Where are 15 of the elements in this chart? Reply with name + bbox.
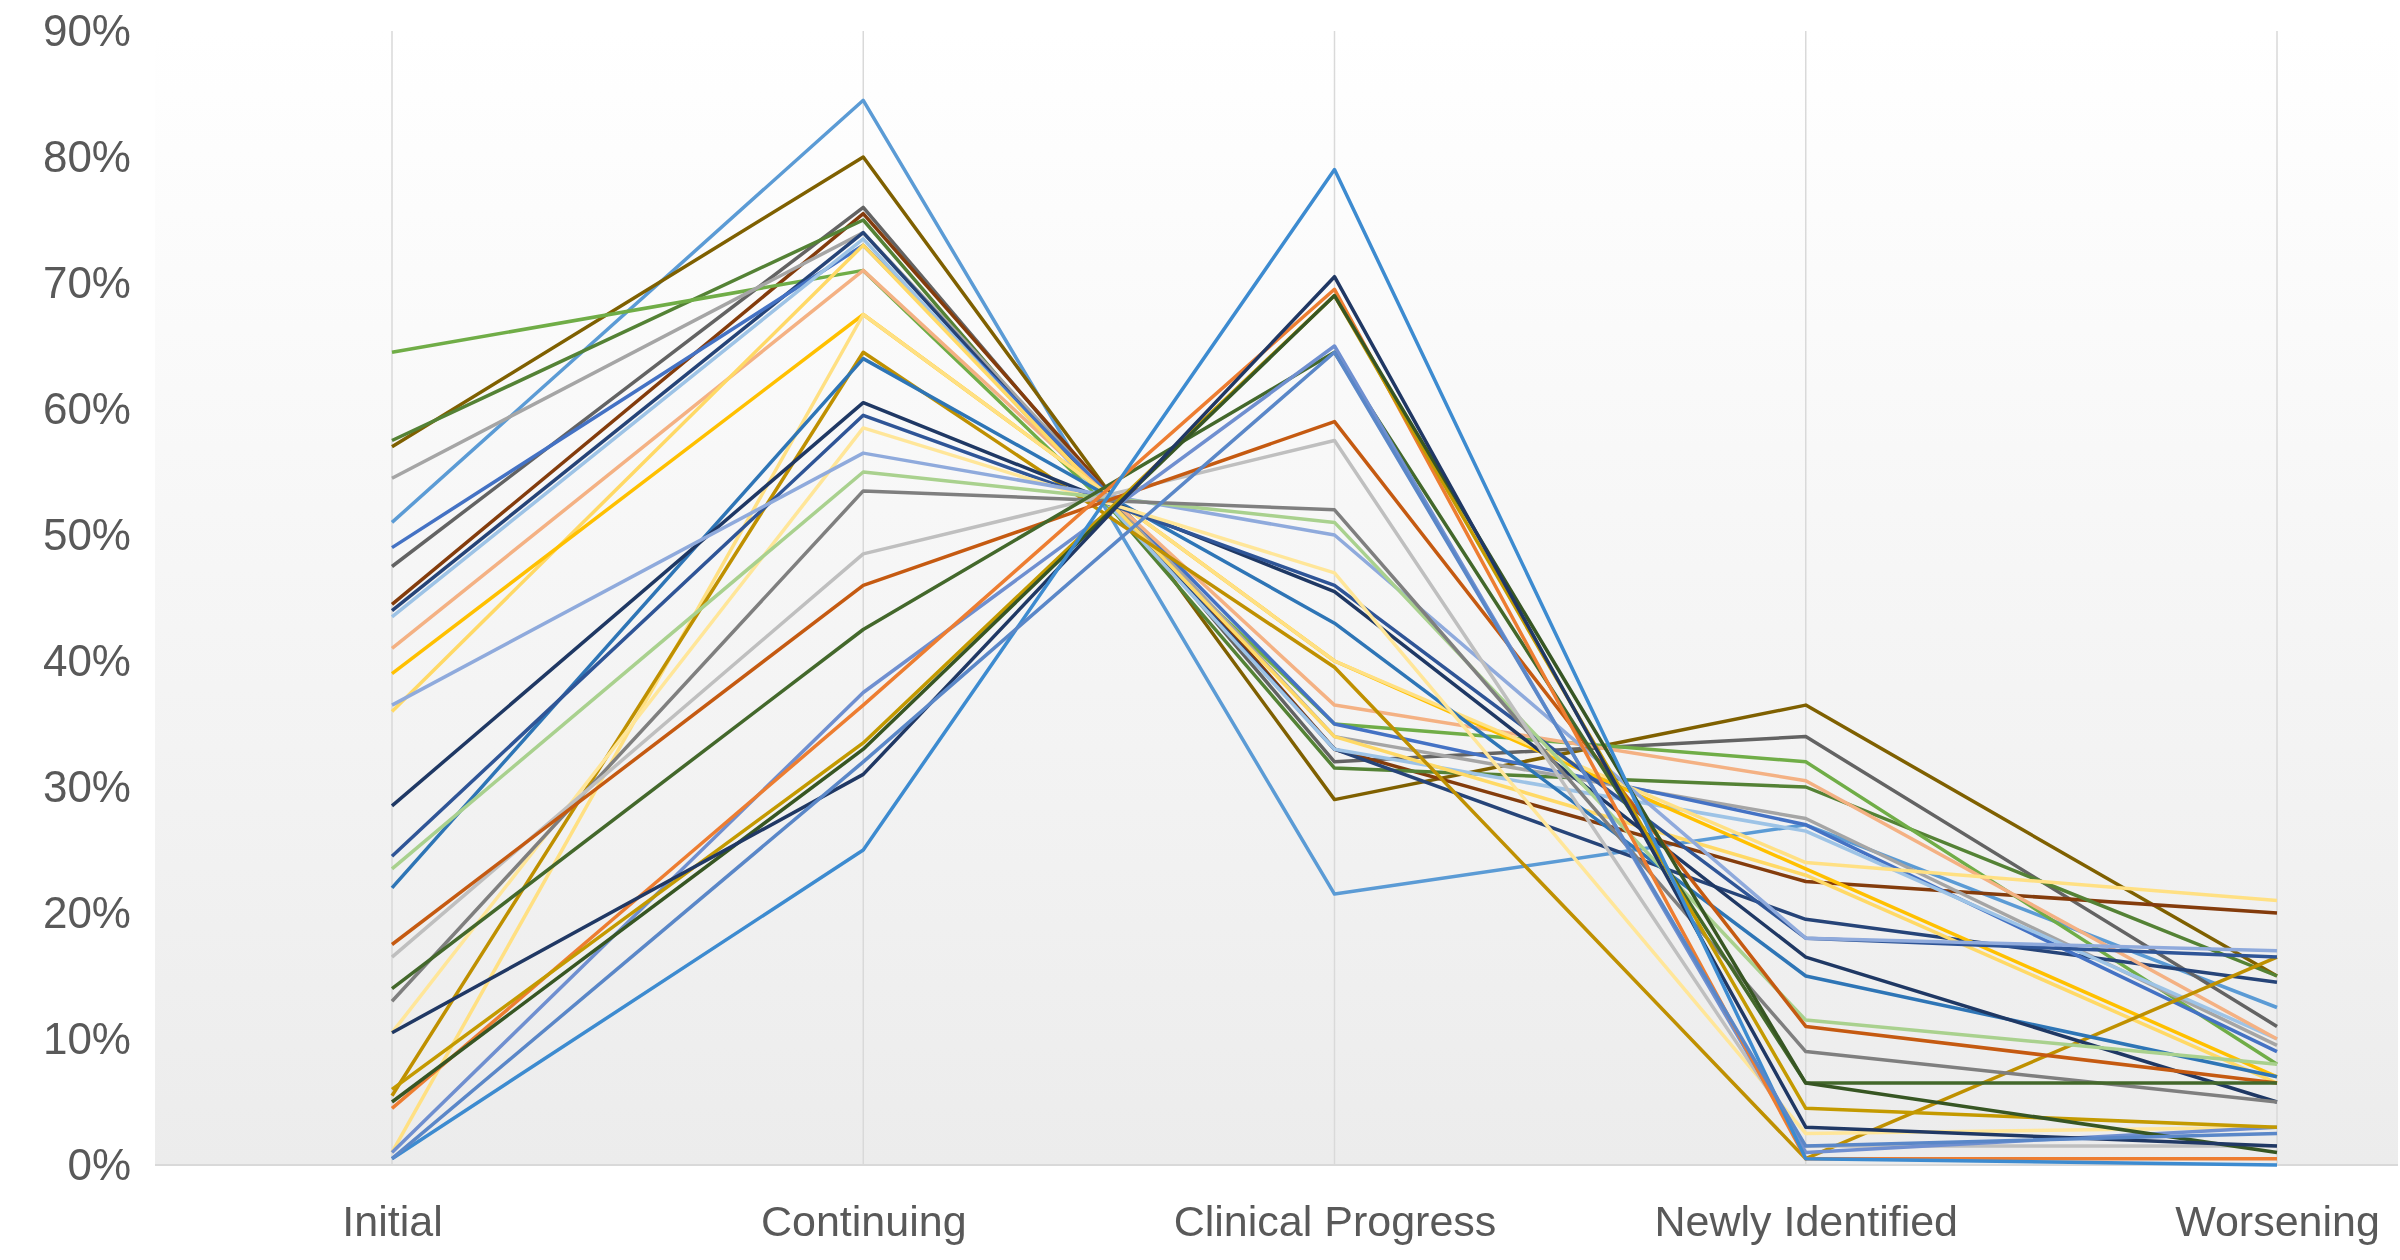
x-tick-label: Continuing <box>760 1196 967 1245</box>
y-tick-label: 0% <box>67 1139 131 1189</box>
x-tick-label: Initial <box>342 1196 443 1245</box>
y-tick-label: 90% <box>42 5 131 55</box>
x-tick-label: Newly Identified <box>1654 1196 1959 1245</box>
y-tick-label: 70% <box>42 257 131 307</box>
y-tick-label: 80% <box>42 131 131 181</box>
x-tick-label: Worsening <box>2175 1196 2380 1245</box>
y-tick-label: 40% <box>42 635 131 685</box>
y-tick-label: 30% <box>42 761 131 811</box>
y-tick-label: 60% <box>42 383 131 433</box>
y-tick-label: 50% <box>42 509 131 559</box>
y-tick-label: 10% <box>42 1013 131 1063</box>
y-tick-label: 20% <box>42 887 131 937</box>
x-tick-label: Clinical Progress <box>1173 1196 1497 1245</box>
